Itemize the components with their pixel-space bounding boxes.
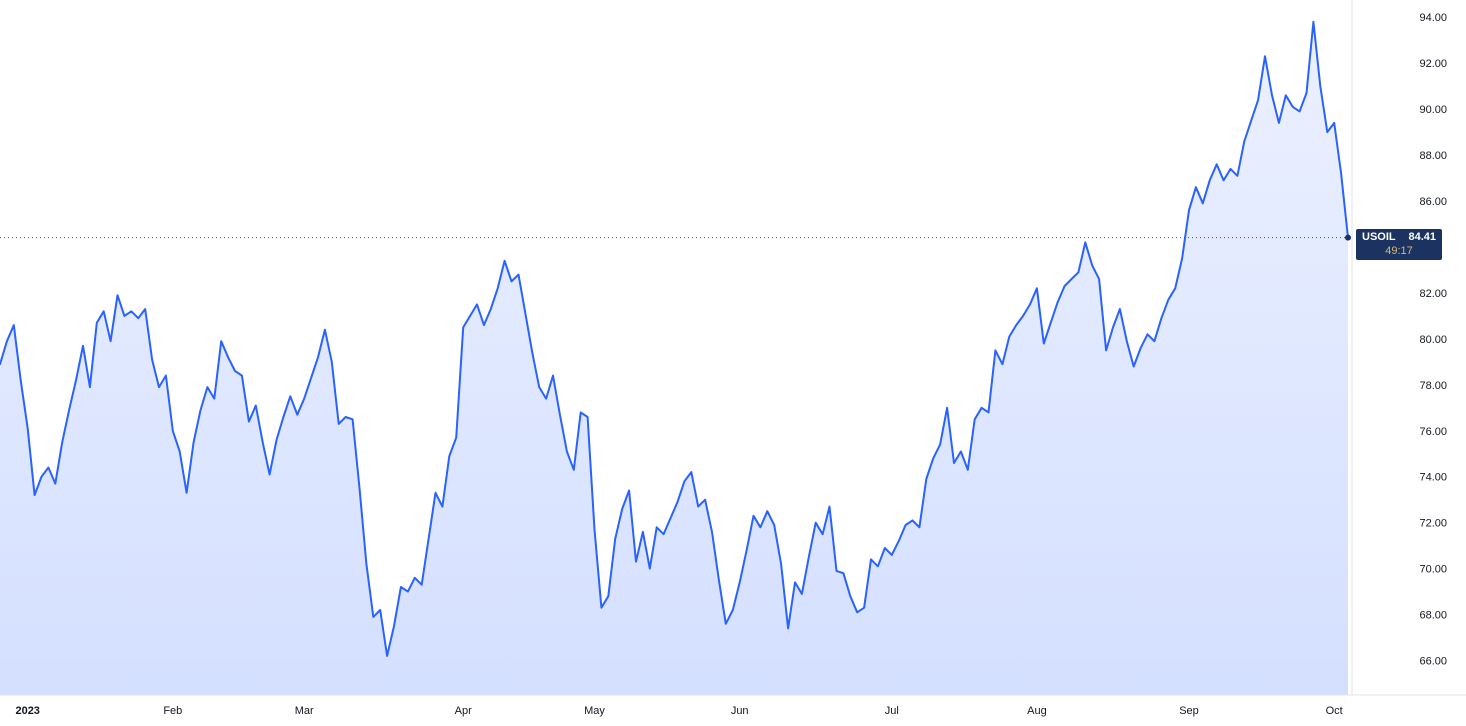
- bar-countdown: 49:17: [1385, 245, 1413, 257]
- y-axis-label: 86.00: [1419, 196, 1447, 208]
- price-line: [0, 20, 1349, 657]
- last-price-dot: [1345, 234, 1351, 241]
- y-axis-label: 66.00: [1419, 656, 1447, 668]
- y-axis-label: 74.00: [1419, 472, 1447, 484]
- x-axis-label: Jun: [731, 705, 749, 717]
- y-axis-label: 70.00: [1419, 564, 1447, 576]
- y-axis-label: 94.00: [1419, 12, 1447, 24]
- x-axis-label: 2023: [15, 705, 39, 717]
- x-axis-label: Feb: [163, 705, 182, 717]
- x-axis-label: Sep: [1179, 705, 1199, 717]
- x-axis-label: Apr: [455, 705, 472, 717]
- x-axis-label: Mar: [295, 705, 314, 717]
- last-price-value: 84.41: [1408, 231, 1436, 243]
- time-axis[interactable]: [0, 695, 1466, 726]
- y-axis-label: 92.00: [1419, 58, 1447, 70]
- y-axis-label: 78.00: [1419, 380, 1447, 392]
- y-axis-label: 90.00: [1419, 104, 1447, 116]
- y-axis-label: 82.00: [1419, 288, 1447, 300]
- price-axis[interactable]: [1352, 0, 1466, 695]
- y-axis-label: 72.00: [1419, 518, 1447, 530]
- y-axis-label: 80.00: [1419, 334, 1447, 346]
- y-axis-label: 68.00: [1419, 610, 1447, 622]
- symbol-label: USOIL: [1362, 231, 1396, 243]
- price-area-fill: [0, 21, 1348, 696]
- y-axis-label: 88.00: [1419, 150, 1447, 162]
- x-axis-label: May: [584, 705, 605, 717]
- last-price-badge: USOIL 84.41 49:17: [1356, 229, 1442, 260]
- x-axis-label: Oct: [1326, 705, 1343, 717]
- x-axis-label: Jul: [885, 705, 899, 717]
- y-axis-label: 76.00: [1419, 426, 1447, 438]
- x-axis-label: Aug: [1027, 705, 1047, 717]
